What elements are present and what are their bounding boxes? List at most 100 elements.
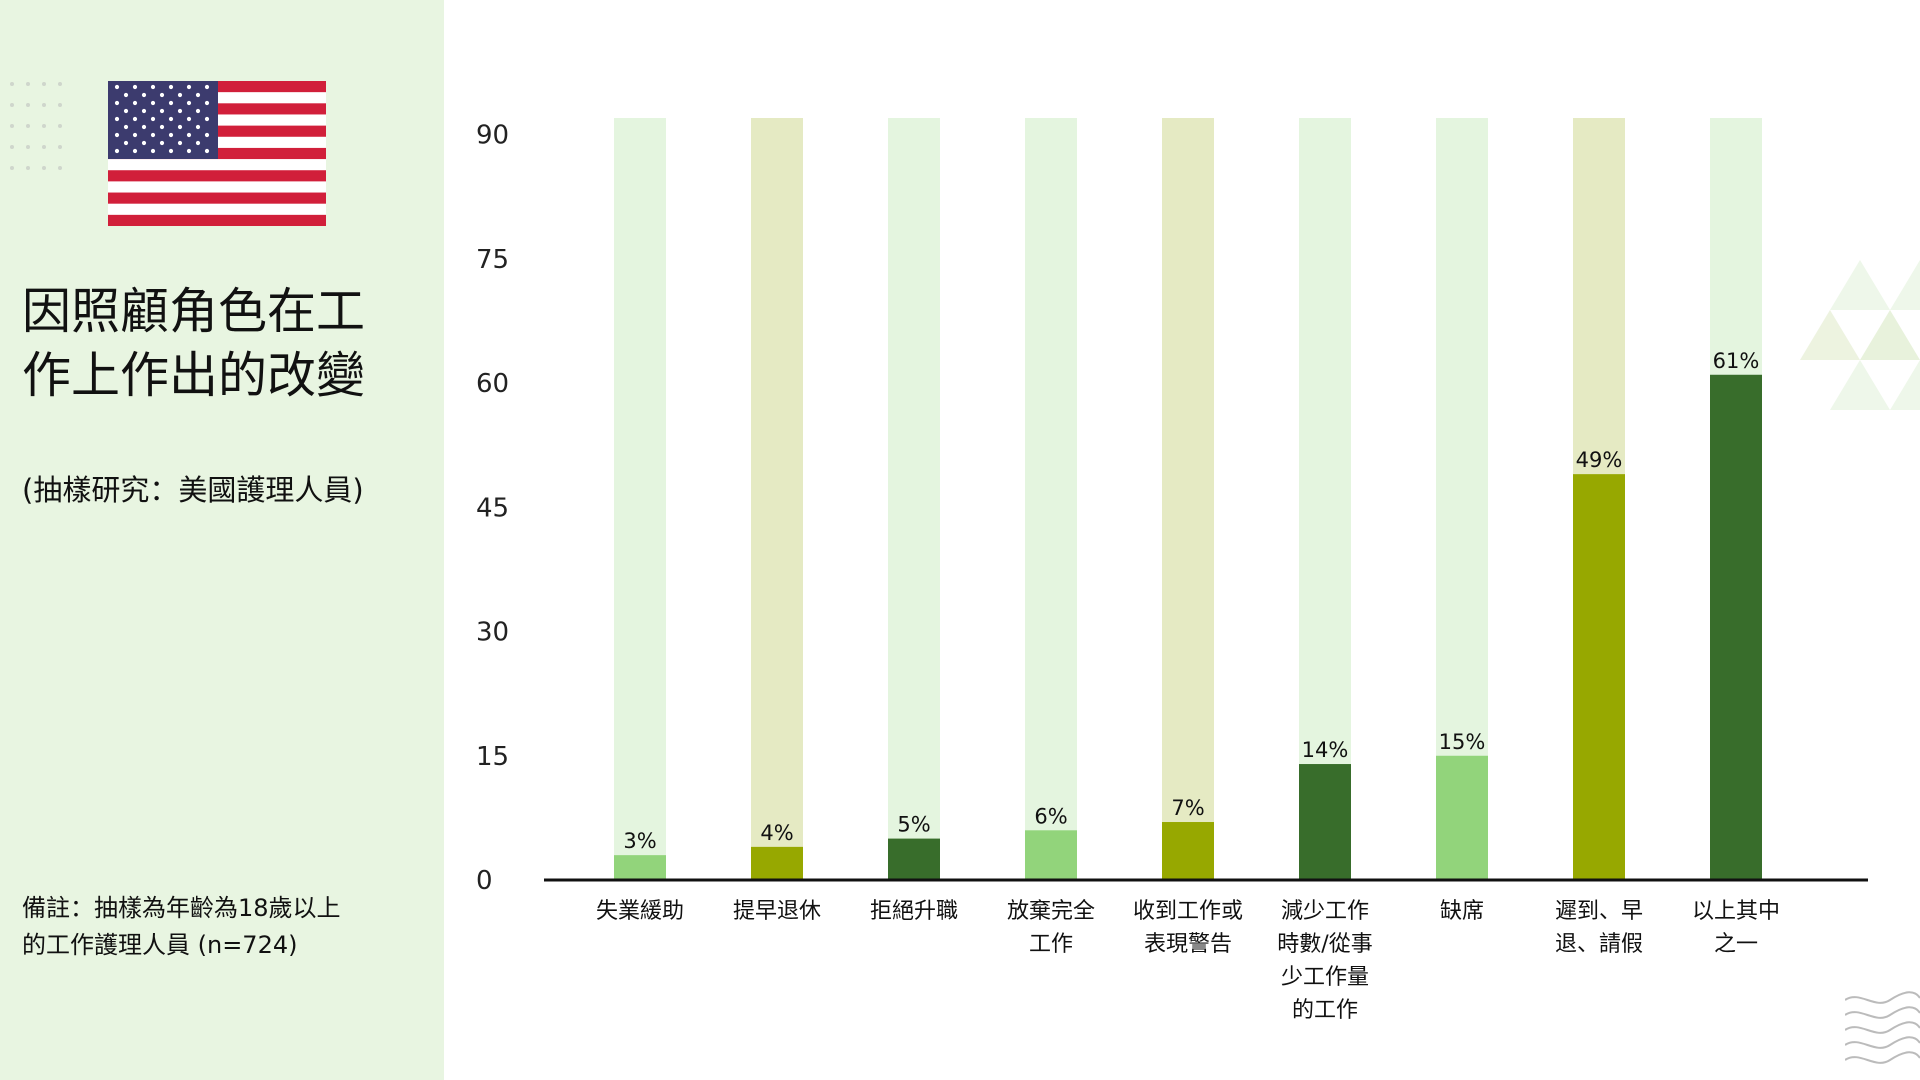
flag-star (150, 116, 156, 122)
footnote-line-1: 備註：抽樣為年齡為18歲以上 (22, 894, 341, 922)
flag-star (150, 100, 156, 106)
flag-star (186, 148, 192, 154)
flag-star (123, 92, 129, 98)
flag-star (204, 100, 210, 106)
flag-star (159, 92, 165, 98)
bar (751, 846, 803, 880)
x-tick-label: 缺席 (1440, 899, 1484, 924)
bar-track (1436, 118, 1488, 880)
y-tick-label: 30 (476, 618, 509, 648)
dot (26, 103, 30, 107)
flag-stripe (108, 214, 326, 226)
x-tick-label: 收到工作或 (1133, 899, 1243, 924)
flag-star (177, 124, 183, 130)
title-line-1: 因照顧角色在工 (22, 283, 366, 340)
flag-stripe (108, 170, 326, 182)
dot (42, 166, 46, 170)
flag-star (186, 100, 192, 106)
flag-star (141, 108, 147, 114)
flag-star (114, 100, 120, 106)
bar-track (888, 118, 940, 880)
data-label: 3% (623, 829, 656, 853)
bar (614, 855, 666, 880)
flag-star (195, 108, 201, 114)
x-tick-label: 放棄完全 (1007, 899, 1095, 924)
flag-star (204, 116, 210, 122)
data-label: 5% (897, 813, 930, 837)
flag-star (114, 148, 120, 154)
y-tick-label: 45 (476, 493, 509, 523)
flag-star (168, 100, 174, 106)
x-tick-label: 提早退休 (733, 899, 821, 924)
flag-star (150, 148, 156, 154)
flag-star (186, 84, 192, 90)
flag-star (159, 108, 165, 114)
y-tick-label: 75 (476, 245, 509, 275)
flag-star (204, 132, 210, 138)
dot (10, 103, 14, 107)
x-tick-label: 以上其中 (1692, 899, 1780, 924)
flag-star (177, 140, 183, 146)
page-title: 因照顧角色在工 作上作出的改變 (22, 280, 422, 408)
flag-star (150, 84, 156, 90)
x-tick-label: 退、請假 (1555, 932, 1643, 957)
x-tick-label: 失業緩助 (596, 899, 684, 924)
sidebar-panel: 因照顧角色在工 作上作出的改變 (抽樣研究：美國護理人員) 備註：抽樣為年齡為1… (0, 0, 444, 1080)
y-tick-label: 0 (476, 866, 493, 896)
x-tick-label: 少工作量 (1281, 965, 1369, 990)
flag-star (132, 148, 138, 154)
data-label: 49% (1576, 448, 1623, 472)
y-tick-label: 15 (476, 742, 509, 772)
flag-star (168, 132, 174, 138)
flag-star (186, 116, 192, 122)
data-label: 14% (1302, 738, 1349, 762)
flag-star (204, 148, 210, 154)
dot (58, 145, 62, 149)
flag-star (195, 140, 201, 146)
flag-star (114, 84, 120, 90)
flag-star (123, 140, 129, 146)
bar (1436, 755, 1488, 880)
flag-star (132, 132, 138, 138)
flag-star (168, 84, 174, 90)
flag-star (159, 124, 165, 130)
dot (10, 82, 14, 86)
page-subtitle: (抽樣研究：美國護理人員) (22, 473, 364, 507)
flag-stripe (108, 192, 326, 204)
dot (26, 145, 30, 149)
x-tick-label: 拒絕升職 (870, 899, 958, 924)
flag-star (114, 116, 120, 122)
footnote-line-2: 的工作護理人員 (n=724) (22, 931, 298, 959)
bar (1299, 764, 1351, 880)
bar-track (751, 118, 803, 880)
bar-track (1025, 118, 1077, 880)
dot (10, 145, 14, 149)
flag-star (123, 108, 129, 114)
flag-star (177, 92, 183, 98)
x-tick-label: 減少工作 (1281, 899, 1369, 924)
flag-star (141, 92, 147, 98)
flag-star (141, 140, 147, 146)
dot (26, 124, 30, 128)
flag-star (177, 108, 183, 114)
dot (42, 124, 46, 128)
dot (10, 124, 14, 128)
dot (26, 166, 30, 170)
flag-star (186, 132, 192, 138)
data-label: 4% (760, 821, 793, 845)
x-tick-label: 遲到、早 (1555, 899, 1643, 924)
bar (1573, 474, 1625, 880)
x-tick-label: 表現警告 (1144, 932, 1232, 957)
flag-star (159, 140, 165, 146)
flag-star (132, 100, 138, 106)
flag-star (204, 84, 210, 90)
bar-track (1162, 118, 1214, 880)
dot (42, 145, 46, 149)
x-tick-label: 時數/從事 (1277, 932, 1372, 957)
bar-track (614, 118, 666, 880)
title-line-2: 作上作出的改變 (22, 347, 366, 404)
dot (58, 166, 62, 170)
y-tick-label: 60 (476, 369, 509, 399)
flag-star (195, 124, 201, 130)
dot (42, 103, 46, 107)
